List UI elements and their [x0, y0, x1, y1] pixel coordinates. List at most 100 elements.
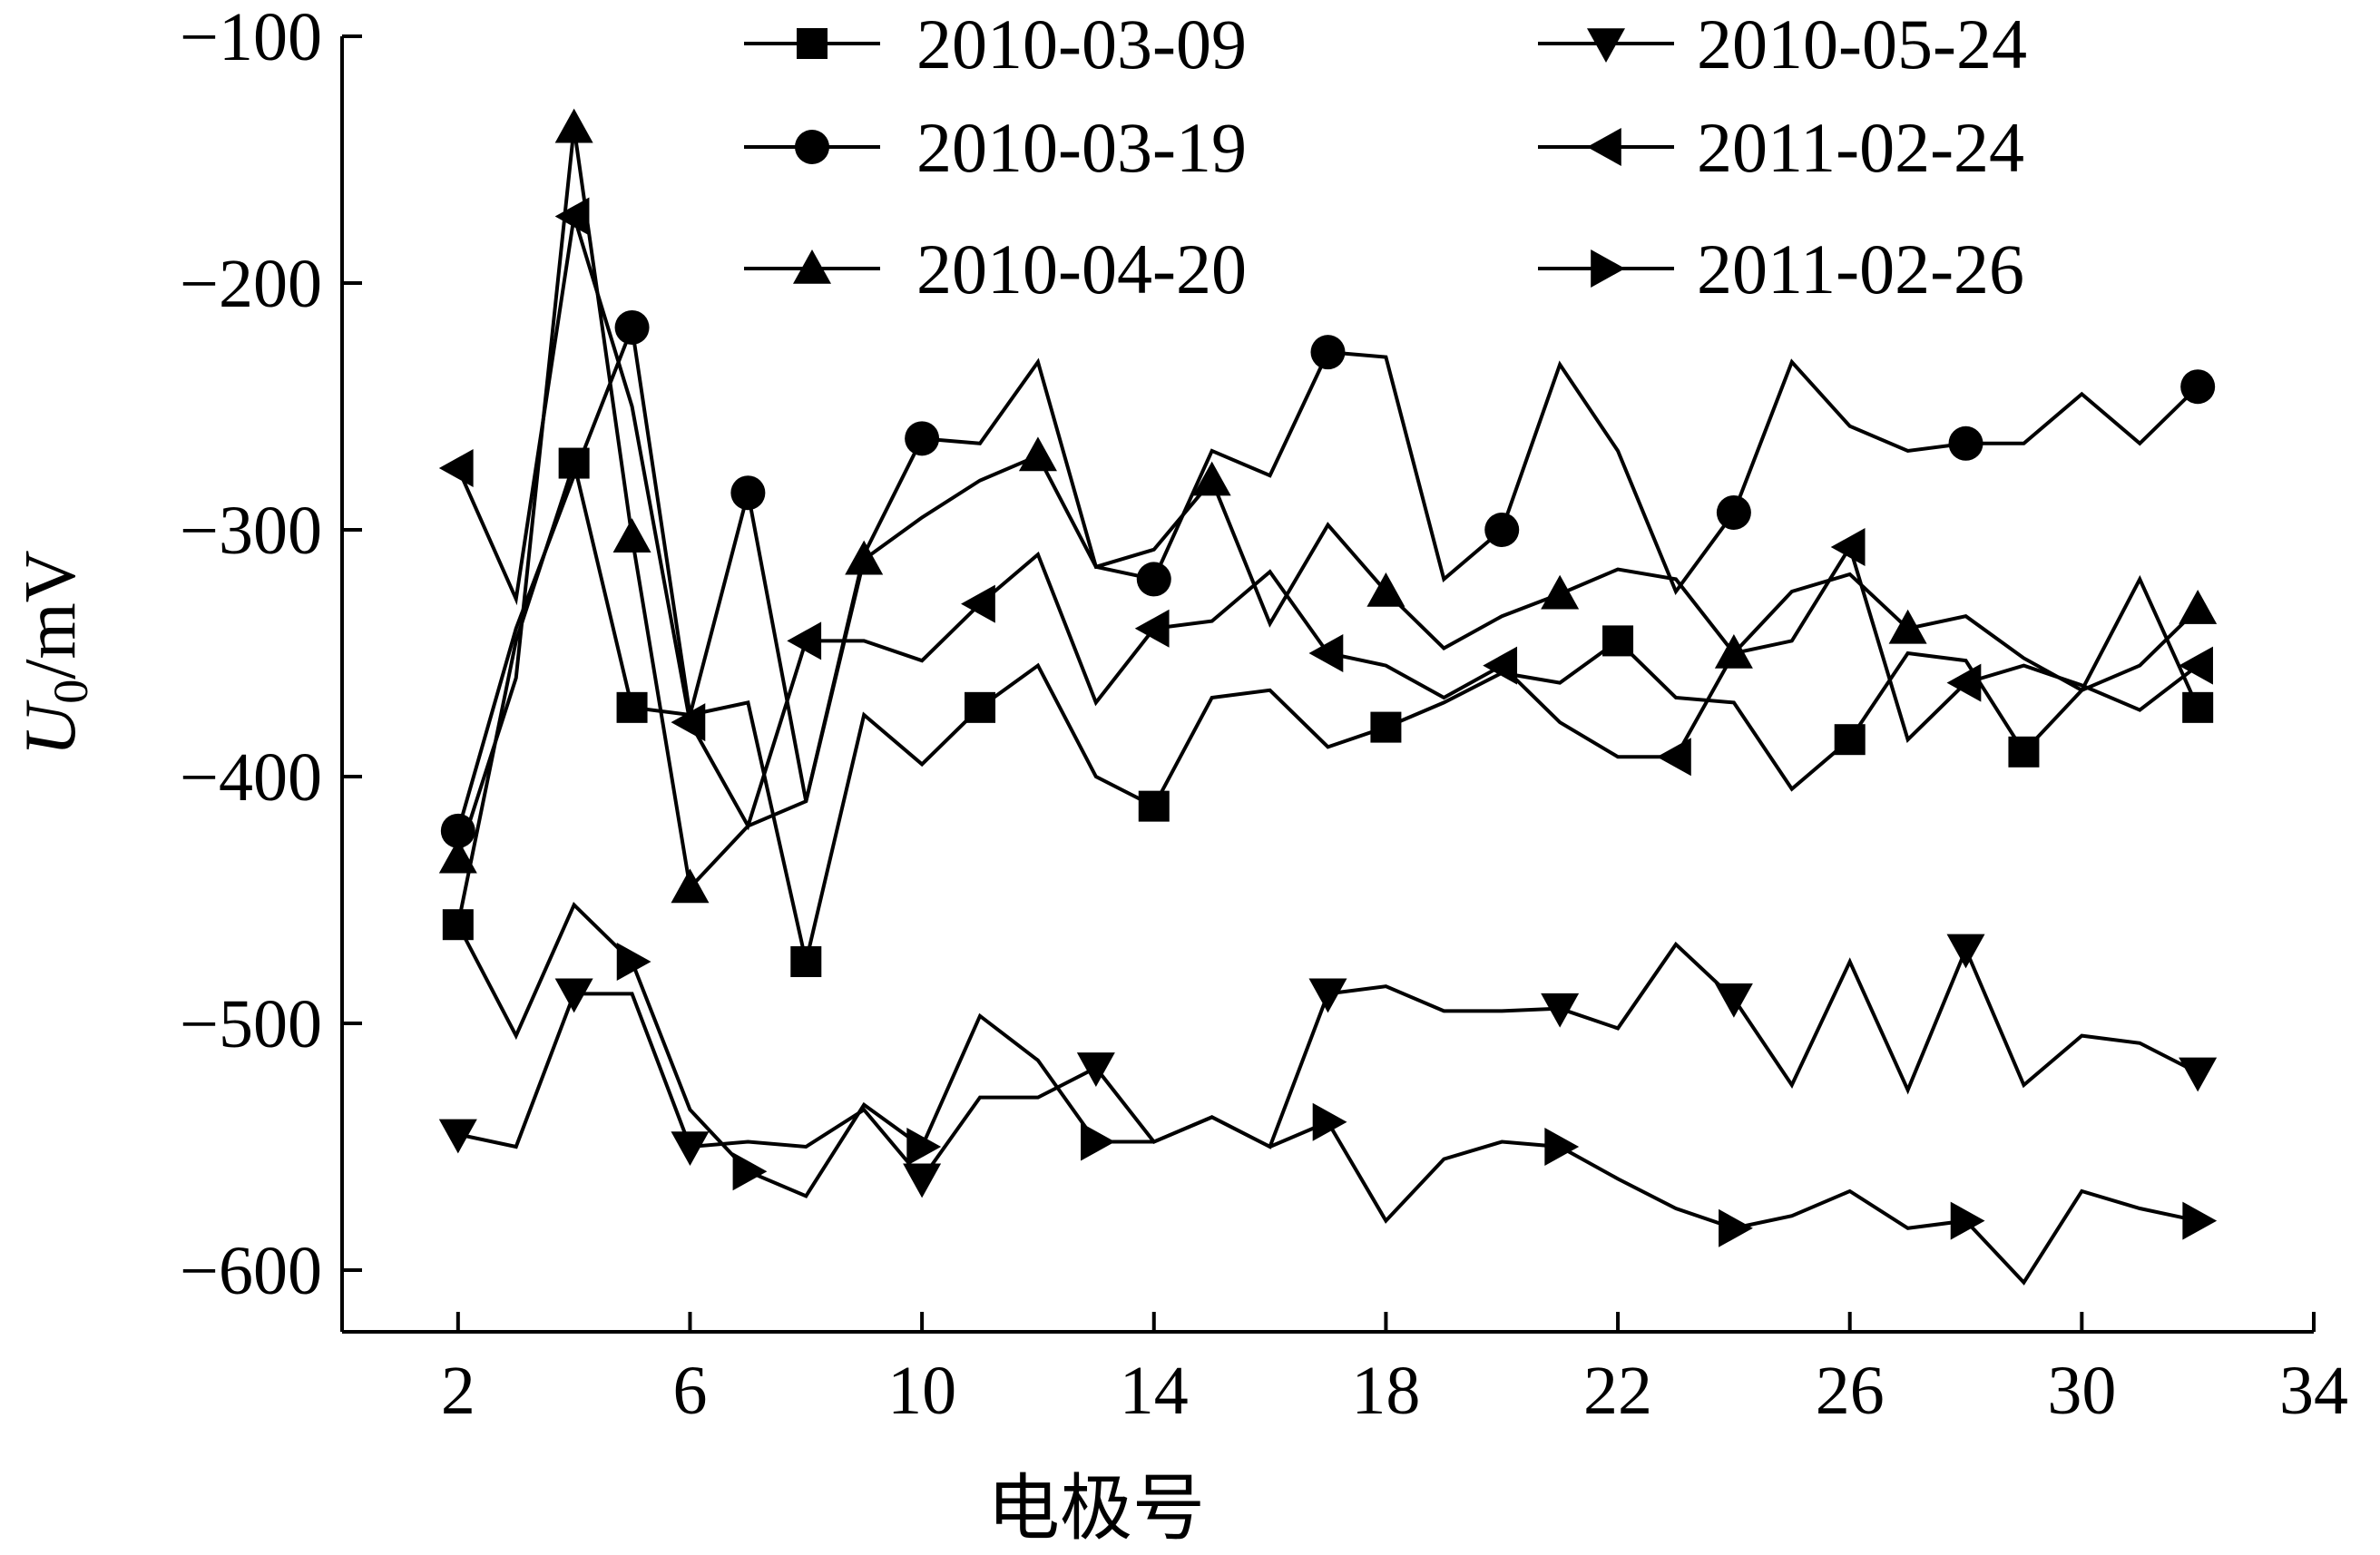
data-point [1136, 562, 1171, 597]
legend-marker [1587, 28, 1625, 63]
data-point [903, 1163, 942, 1198]
data-point [671, 1131, 710, 1166]
data-point [1310, 335, 1346, 370]
data-point [1192, 461, 1231, 496]
legend-label: 2010-05-24 [1697, 5, 2027, 83]
data-point [2180, 369, 2216, 405]
series-2010-04-20 [438, 108, 2218, 904]
data-point [906, 1128, 942, 1166]
data-point [1081, 1122, 1115, 1161]
data-point [612, 518, 651, 553]
y-tick-label: −300 [180, 493, 322, 569]
data-point [790, 946, 822, 977]
data-point [2179, 590, 2218, 624]
legend-item: 2010-05-24 [1538, 5, 2027, 83]
legend-marker [793, 249, 831, 284]
data-point [1484, 513, 1520, 547]
x-tick-label: 14 [1120, 1353, 1189, 1429]
data-point [730, 475, 766, 511]
data-point [438, 449, 474, 487]
data-point [2008, 736, 2040, 768]
series-2010-05-24 [438, 934, 2218, 1198]
legend-item: 2011-02-26 [1538, 230, 2024, 308]
data-point [1483, 646, 1518, 685]
y-axis-title: U0/mV [11, 550, 98, 756]
data-point [1312, 1102, 1347, 1141]
data-point [616, 943, 651, 981]
data-point [1716, 494, 1751, 530]
x-tick-label: 2 [441, 1353, 475, 1429]
data-point [787, 621, 822, 660]
data-point [1950, 1201, 1985, 1240]
data-point [554, 197, 590, 236]
data-point [671, 868, 710, 904]
data-point [1138, 790, 1170, 822]
data-point [1830, 528, 1866, 567]
x-tick-label: 10 [887, 1353, 956, 1429]
data-point [1946, 934, 1985, 969]
series-line [455, 320, 2199, 832]
y-tick-label: −100 [180, 0, 322, 75]
data-point [1370, 711, 1402, 743]
x-tick-label: 26 [1816, 1353, 1885, 1429]
data-point [1946, 663, 1982, 702]
legend-marker [1591, 249, 1625, 288]
legend-marker [795, 130, 829, 164]
data-point [1544, 1128, 1580, 1166]
data-point [671, 703, 706, 742]
data-point [438, 838, 477, 874]
x-axis-title: 电极号 [987, 1470, 1205, 1550]
data-point [2182, 1201, 2218, 1240]
data-point [554, 978, 593, 1013]
series-line [456, 901, 2199, 1286]
data-point [438, 1119, 477, 1154]
data-point [440, 813, 475, 848]
data-point [1834, 724, 1866, 756]
data-point [1719, 1208, 1753, 1247]
plot-area [438, 108, 2218, 1286]
data-point [1076, 1052, 1115, 1087]
data-point [2182, 691, 2214, 723]
legend-label: 2010-04-20 [916, 230, 1247, 308]
series-2011-02-24 [438, 197, 2213, 831]
y-axis-title-main: U [11, 699, 91, 757]
legend-item: 2010-03-09 [744, 5, 1247, 83]
legend-label: 2010-03-19 [916, 108, 1247, 187]
data-point [1018, 436, 1057, 472]
data-point [442, 909, 474, 941]
data-point [2179, 1057, 2218, 1092]
series-line [455, 456, 2199, 963]
data-point [1366, 572, 1405, 607]
data-point [1308, 634, 1344, 672]
legend-item: 2010-04-20 [744, 230, 1247, 308]
x-tick-label: 6 [672, 1353, 707, 1429]
x-tick-label: 30 [2047, 1353, 2116, 1429]
y-tick-label: −200 [180, 246, 322, 322]
data-point [1541, 574, 1580, 610]
data-point [1541, 993, 1580, 1028]
data-point [1656, 738, 1691, 777]
legend-marker [1587, 128, 1621, 166]
data-point [845, 540, 884, 575]
series-2011-02-26 [456, 901, 2218, 1286]
data-point [965, 691, 996, 723]
axes: 2 6 10 14 18 22 26 30 34−100−200−300−400−500−600 [180, 0, 2348, 1429]
data-point [1948, 425, 1983, 461]
legend-label: 2011-02-24 [1697, 108, 2024, 187]
data-point [1308, 978, 1347, 1013]
data-point [961, 584, 995, 623]
x-tick-label: 34 [2279, 1353, 2348, 1429]
data-point [554, 108, 593, 143]
y-tick-label: −400 [180, 739, 322, 816]
legend-label: 2011-02-26 [1697, 230, 2024, 308]
series-2010-03-19 [440, 309, 2216, 848]
y-tick-label: −600 [180, 1233, 322, 1309]
data-point [2179, 646, 2213, 685]
data-point [1714, 634, 1753, 669]
data-point [614, 309, 650, 345]
legend-item: 2011-02-24 [1538, 108, 2024, 187]
y-axis-title-subscript: 0 [44, 680, 98, 704]
legend-marker [797, 28, 828, 59]
data-point [616, 691, 648, 723]
